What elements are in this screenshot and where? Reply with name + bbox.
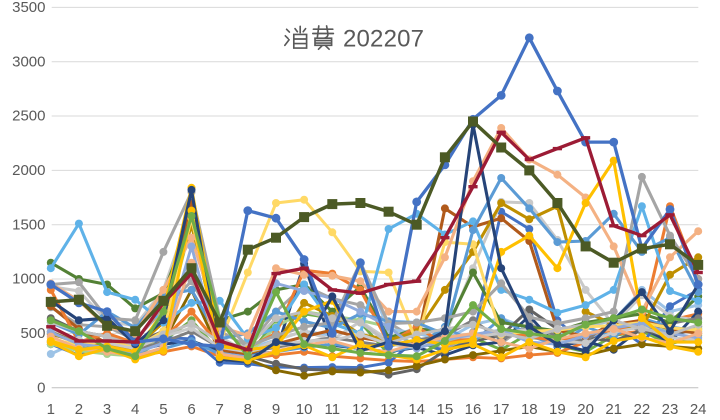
svg-text:17: 17: [493, 401, 510, 418]
svg-text:1: 1: [47, 401, 55, 418]
svg-text:15: 15: [437, 401, 454, 418]
svg-text:23: 23: [662, 401, 679, 418]
svg-text:16: 16: [465, 401, 482, 418]
svg-text:3500: 3500: [12, 0, 45, 16]
svg-text:19: 19: [549, 401, 566, 418]
svg-text:500: 500: [20, 325, 45, 342]
svg-text:22: 22: [634, 401, 651, 418]
svg-text:1000: 1000: [12, 271, 45, 288]
svg-text:13: 13: [380, 401, 397, 418]
svg-text:2000: 2000: [12, 162, 45, 179]
svg-text:11: 11: [325, 401, 341, 418]
svg-text:21: 21: [605, 401, 622, 418]
svg-text:1500: 1500: [12, 216, 45, 233]
svg-text:20: 20: [577, 401, 594, 418]
svg-text:10: 10: [296, 401, 313, 418]
svg-text:14: 14: [408, 401, 425, 418]
svg-text:18: 18: [521, 401, 538, 418]
svg-text:2500: 2500: [12, 108, 45, 125]
svg-text:6: 6: [187, 401, 195, 418]
svg-text:24: 24: [690, 401, 707, 418]
svg-text:0: 0: [37, 379, 45, 396]
svg-text:7: 7: [216, 401, 224, 418]
svg-text:3000: 3000: [12, 53, 45, 70]
svg-text:12: 12: [352, 401, 369, 418]
svg-text:202207: 202207: [343, 26, 424, 53]
svg-text:5: 5: [159, 401, 167, 418]
svg-text:2: 2: [75, 401, 83, 418]
svg-text:3: 3: [103, 401, 111, 418]
svg-text:9: 9: [272, 401, 280, 418]
svg-text:8: 8: [244, 401, 252, 418]
svg-text:4: 4: [131, 401, 139, 418]
